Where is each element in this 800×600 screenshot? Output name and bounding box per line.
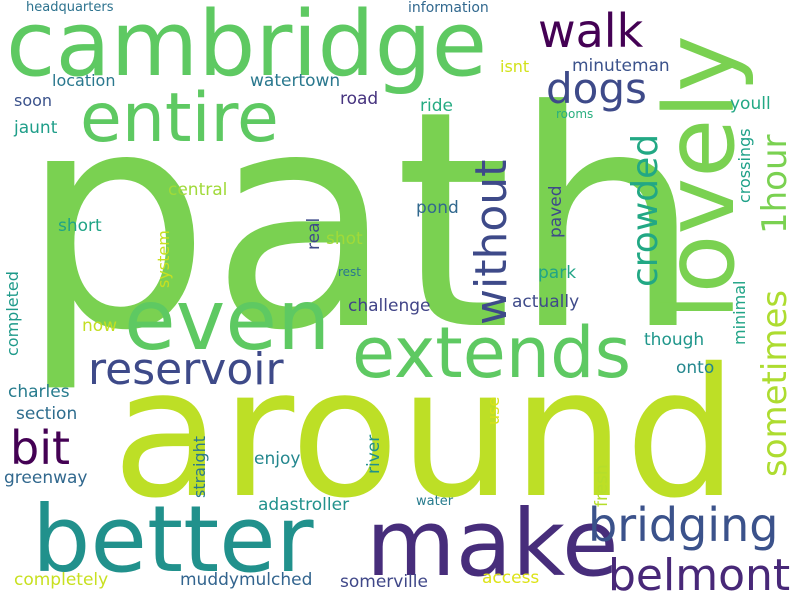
word-soon: soon <box>14 91 53 110</box>
word-charles: charles <box>8 382 70 402</box>
word-minuteman: minuteman <box>572 56 670 76</box>
word-path: path <box>20 47 703 396</box>
word-onto: onto <box>676 358 715 378</box>
word-park: park <box>538 263 577 283</box>
word-section: section <box>16 404 78 424</box>
word-minimal: minimal <box>730 280 749 345</box>
word-without: without <box>466 159 517 325</box>
word-headquarters: headquarters <box>26 0 114 15</box>
word-short: short <box>58 216 102 236</box>
word-system: system <box>154 230 173 288</box>
word-rooms: rooms <box>556 107 594 121</box>
word-paved: paved <box>546 185 566 238</box>
word-road: road <box>340 89 379 109</box>
word-straight: straight <box>190 435 209 498</box>
word-completely: completely <box>14 570 109 590</box>
word-jaunt: jaunt <box>14 118 58 138</box>
word-adastroller: adastroller <box>258 495 350 515</box>
word-watertown: watertown <box>250 71 341 91</box>
word-bit: bit <box>10 421 71 475</box>
word-use: use <box>484 396 503 425</box>
word-even: even <box>124 271 331 369</box>
word-crossings: crossings <box>735 128 754 203</box>
word-better: better <box>32 486 314 593</box>
word-make: make <box>366 490 619 597</box>
word-lovely: lovely <box>644 35 756 320</box>
word-dogs: dogs <box>546 64 647 113</box>
word-real: real <box>304 217 324 250</box>
word-river: river <box>364 434 384 474</box>
word-challenge: challenge <box>348 296 431 316</box>
word-youll: youll <box>730 94 771 114</box>
word-fresh: fresh <box>592 464 612 507</box>
word-isnt: isnt <box>500 57 530 76</box>
word-information: information <box>408 0 489 16</box>
word-though: though <box>644 330 705 350</box>
word-entire: entire <box>80 79 279 158</box>
word-extends: extends <box>352 312 632 394</box>
word-central: central <box>168 180 228 200</box>
word-bridging: bridging <box>588 498 779 552</box>
word-greenway: greenway <box>4 468 88 488</box>
word-sometimes: sometimes <box>755 289 795 477</box>
word-muddymulched: muddymulched <box>180 570 313 590</box>
word-reservoir: reservoir <box>88 344 284 395</box>
word-crowded: crowded <box>625 133 666 287</box>
word-actually: actually <box>512 292 580 312</box>
word-enjoy: enjoy <box>254 449 301 469</box>
word-belmont: belmont <box>608 550 791 600</box>
word-access: access <box>482 568 540 588</box>
word-pond: pond <box>416 198 459 218</box>
word-location: location <box>52 71 116 90</box>
word-shot: shot <box>326 229 363 249</box>
word-around: around <box>112 330 738 537</box>
word-rest: rest <box>338 265 362 279</box>
word-completed: completed <box>3 271 22 356</box>
word-water: water <box>416 494 454 509</box>
word-walk: walk <box>538 4 644 58</box>
word-now: now <box>82 316 118 336</box>
word-cambridge: cambridge <box>6 0 488 97</box>
word-somerville: somerville <box>340 572 428 592</box>
word-1hour: 1hour <box>755 134 795 234</box>
word-ride: ride <box>420 96 453 116</box>
